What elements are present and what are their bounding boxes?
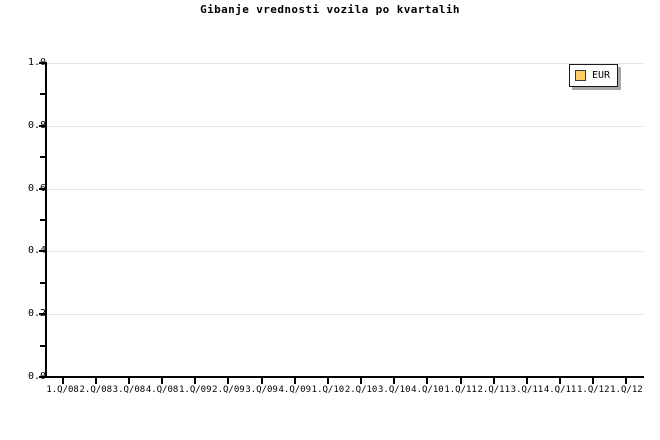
x-axis-tick: [625, 378, 627, 384]
y-axis-minor-tick: [40, 281, 45, 284]
x-axis-tick: [559, 378, 561, 384]
y-axis-label: 1.0: [27, 57, 46, 68]
plot-background: [46, 63, 643, 377]
x-axis-label: 2.Q/10: [344, 385, 378, 395]
x-axis-label: 2.Q/11: [477, 385, 511, 395]
x-axis-tick: [393, 378, 395, 384]
x-axis-tick: [426, 378, 428, 384]
x-axis-tick: [493, 378, 495, 384]
x-axis-tick: [95, 378, 97, 384]
x-axis-label: 1.Q/09: [178, 385, 212, 395]
y-axis-line: [45, 62, 47, 378]
x-axis-tick: [161, 378, 163, 384]
y-axis-minor-tick: [40, 344, 45, 347]
chart-title: Gibanje vrednosti vozila po kvartalih: [200, 3, 460, 16]
x-axis-tick: [360, 378, 362, 384]
x-axis-tick: [128, 378, 130, 384]
x-axis-label: 4.Q/09: [278, 385, 312, 395]
x-axis-tick: [327, 378, 329, 384]
chart-legend[interactable]: EUR: [569, 64, 619, 87]
y-axis-tick: [39, 376, 45, 378]
y-axis-tick: [39, 187, 45, 190]
x-axis-label: 1.Q/08: [46, 385, 79, 395]
x-axis-label: 1.Q/11: [444, 385, 477, 395]
legend-label-eur: EUR: [592, 70, 611, 81]
gridline: [46, 63, 643, 64]
gridline: [46, 251, 643, 253]
y-axis-minor-tick: [40, 93, 45, 96]
x-axis-label: 4.Q/11: [543, 385, 577, 395]
y-axis-tick: [39, 250, 45, 253]
x-axis-tick: [526, 378, 528, 384]
y-axis-minor-tick: [40, 219, 45, 221]
x-axis-label: 3.Q/11: [510, 385, 544, 395]
y-axis-tick: [39, 62, 45, 64]
x-axis-label: 4.Q/10: [411, 385, 444, 395]
y-axis-label: 0.0: [27, 371, 46, 382]
x-axis-line: [45, 376, 644, 378]
plot-area: [46, 63, 643, 377]
x-axis-label: 1.Q/12: [610, 385, 643, 395]
x-axis-label: 2.Q/09: [212, 385, 245, 395]
x-axis-tick: [460, 378, 462, 384]
y-axis-label: 0.6: [27, 182, 46, 194]
x-axis-label: 3.Q/08: [112, 385, 146, 395]
x-axis-tick: [592, 378, 594, 384]
x-axis-label: 3.Q/09: [245, 385, 278, 395]
x-axis-label: 2.Q/08: [79, 385, 113, 395]
y-axis-label: 0.2: [27, 308, 46, 320]
x-axis-tick: [62, 378, 64, 384]
gridline: [46, 314, 643, 316]
x-axis-tick: [261, 378, 263, 384]
x-axis-tick: [194, 378, 196, 384]
y-axis-tick: [39, 124, 45, 127]
x-axis-label: 1.Q/12: [576, 385, 610, 395]
y-axis: 0.0 0.2 0.4 0.6 0.8 1.0: [0, 0, 46, 440]
y-axis-tick: [39, 313, 45, 316]
x-axis-tick: [227, 378, 229, 384]
gridline: [46, 125, 643, 127]
gridline: [46, 188, 643, 190]
legend-swatch-eur: [575, 70, 586, 81]
y-axis-label: 0.4: [27, 245, 46, 257]
y-axis-minor-tick: [40, 156, 45, 159]
x-axis-label: 1.Q/10: [311, 385, 345, 395]
x-axis-tick: [294, 378, 296, 384]
x-axis-label: 3.Q/10: [377, 385, 411, 395]
y-axis-label: 0.8: [27, 119, 46, 131]
x-axis-label: 4.Q/08: [145, 385, 179, 395]
